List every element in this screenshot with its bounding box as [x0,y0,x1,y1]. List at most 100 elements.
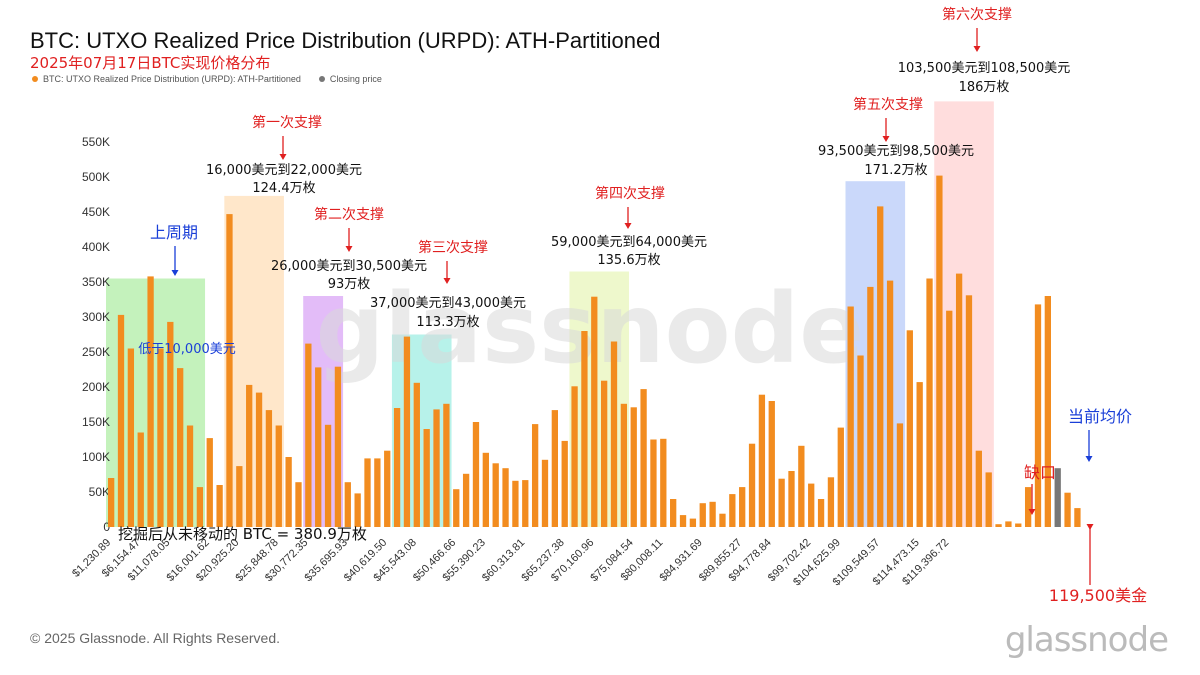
legend-dot-urpd [32,76,38,82]
bar [443,403,450,527]
bar [384,450,391,527]
bar [955,273,963,527]
bar [719,513,726,527]
x-tick-label: $20,925.20 [194,537,241,584]
arrow-head [882,136,890,142]
bar [324,424,332,527]
label-support5-amount: 171.2万枚 [864,163,927,178]
bar [502,468,509,527]
y-tick-label: 250K [82,345,110,359]
arrow-head [624,223,632,229]
label-unmoved-btc: 挖掘后从未移动的 BTC = 380.9万枚 [118,525,367,543]
label-support1-amount: 124.4万枚 [252,181,315,196]
chart-title: BTC: UTXO Realized Price Distribution (U… [30,28,661,53]
x-tick-label: $65,237.38 [519,537,566,584]
bar [1054,468,1061,527]
bar [216,485,223,527]
x-tick-label: $6,154.47 [100,537,143,580]
x-tick-label: $1,230.89 [70,537,113,580]
x-tick-label: $75,084.54 [588,537,635,584]
arrow-support3 [443,261,451,284]
label-gap: 缺口 [1024,463,1056,482]
arrow-support5 [882,118,890,142]
bar [660,438,667,527]
x-tick-label: $94,778.84 [726,537,773,584]
label-support3-range: 37,000美元到43,000美元 [370,296,526,311]
bar [246,384,253,527]
bar [709,501,716,527]
bar [601,380,608,527]
y-tick-label: 50K [89,485,110,499]
bar [926,278,933,527]
bar [699,503,706,527]
bar [551,410,558,527]
x-tick-label: $84,931.69 [657,537,704,584]
legend: BTC: UTXO Realized Price Distribution (U… [32,74,382,84]
arrow-support6 [973,28,981,52]
bar [729,494,736,527]
label-support3-amount: 113.3万枚 [416,315,479,330]
bar [1015,523,1022,527]
bar [630,407,637,527]
bar [482,452,489,527]
arrow-head [1085,456,1093,462]
x-tick-label: $30,772.35 [263,537,310,584]
x-tick-label: $80,008.11 [619,537,666,584]
support-zone-1 [224,195,284,527]
y-tick-label: 150K [82,415,110,429]
label-support4-range: 59,000美元到64,000美元 [551,235,707,250]
bar [581,331,588,527]
bar [768,401,775,527]
bar [334,366,342,527]
label-support2-title: 第二次支撑 [314,206,384,223]
y-tick-label: 400K [82,240,110,254]
x-tick-label: $11,078.05 [126,537,173,584]
label-support5-range: 93,500美元到98,500美元 [818,144,974,159]
x-tick-label: $16,001.62 [164,537,211,584]
copyright-text: © 2025 Glassnode. All Rights Reserved. [30,630,281,646]
x-tick-label: $55,390.23 [441,537,488,584]
arrow-support2 [345,228,353,252]
bar [561,440,568,527]
legend-item-closing-price[interactable]: Closing price [318,74,382,84]
bar [867,286,874,527]
bar [877,206,884,527]
y-tick-label: 500K [82,170,110,184]
bar [137,432,144,527]
bar [285,457,292,527]
bar [679,515,687,527]
y-tick-label: 200K [82,380,110,394]
legend-label-closing-price: Closing price [329,74,382,84]
bar [916,382,923,527]
legend-item-urpd[interactable]: BTC: UTXO Realized Price Distribution (U… [32,74,301,84]
bar [1034,304,1042,527]
bar [798,445,805,527]
label-support4-amount: 135.6万枚 [597,253,660,268]
x-tick-label: $45,543.08 [372,537,419,584]
x-tick-label: $104,625.99 [791,537,843,589]
bar [886,280,894,527]
bar [344,482,351,527]
bar [827,477,835,527]
bar [117,314,125,527]
bar [975,450,982,527]
bar [403,336,411,527]
bar [620,403,628,527]
label-current-avg: 当前均价 [1068,407,1132,426]
arrow-support1 [279,136,287,160]
arrow-head [279,154,287,160]
bar [1064,492,1071,527]
bar [571,386,578,527]
bar [531,424,539,527]
bar [147,276,154,527]
label-support1-range: 16,000美元到22,000美元 [206,163,362,178]
label-price-119500: 119,500美金 [1049,586,1147,605]
y-tick-label: 350K [82,275,110,289]
bar [453,489,460,527]
bar [788,471,795,527]
bar [995,524,1002,527]
x-tick-label: $70,160.96 [549,537,596,584]
watermark-text: glassnode [316,273,865,385]
bar [255,392,263,527]
